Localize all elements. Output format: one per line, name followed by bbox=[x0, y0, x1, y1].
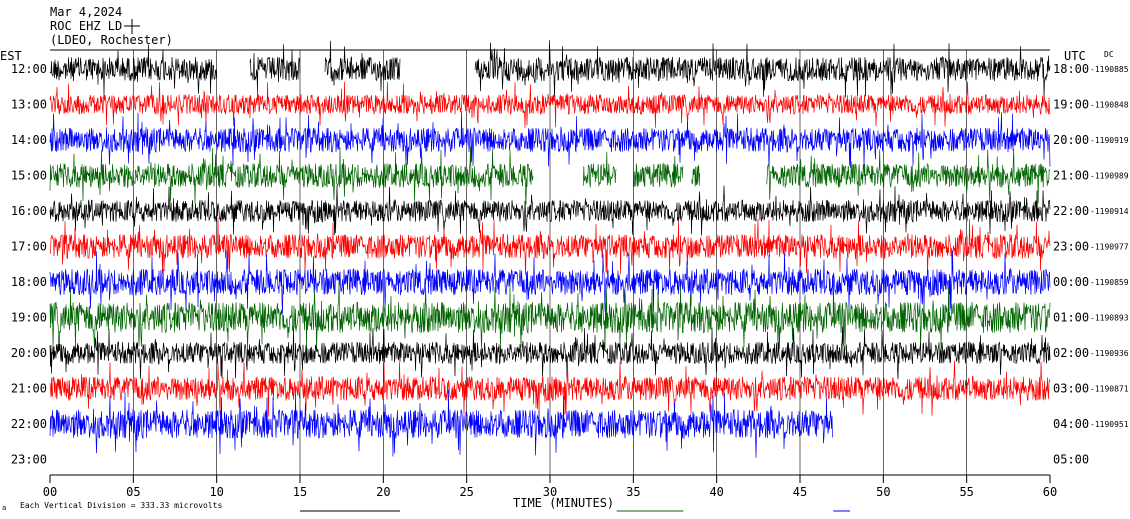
x-tick-label: 25 bbox=[459, 485, 473, 499]
est-hour-label: 14:00 bbox=[11, 133, 47, 147]
trace-12:00 bbox=[49, 44, 217, 97]
dc-offset-label: -1190989 bbox=[1090, 172, 1129, 181]
dc-offset-label: -1190914 bbox=[1090, 207, 1129, 216]
trace-15:00 bbox=[582, 151, 617, 188]
trace-15:00 bbox=[766, 149, 1051, 204]
dc-offset-label: -1190951 bbox=[1090, 420, 1129, 429]
dc-offset-label: -1190871 bbox=[1090, 385, 1129, 394]
utc-hour-label: 22:00 bbox=[1053, 204, 1089, 218]
station-label: ROC EHZ LD bbox=[50, 19, 122, 33]
x-tick-label: 20 bbox=[376, 485, 390, 499]
right-timezone-label: UTC bbox=[1064, 49, 1086, 63]
x-tick-label: 05 bbox=[126, 485, 140, 499]
x-tick-label: 40 bbox=[709, 485, 723, 499]
corner-mark: a bbox=[2, 504, 6, 512]
trace-13:00 bbox=[49, 81, 1051, 129]
dc-offset-label: -1190885 bbox=[1090, 65, 1129, 74]
est-hour-label: 16:00 bbox=[11, 204, 47, 218]
utc-hour-label: 00:00 bbox=[1053, 275, 1089, 289]
utc-hour-label: 21:00 bbox=[1053, 169, 1089, 183]
trace-15:00 bbox=[632, 155, 684, 188]
dc-label: DC bbox=[1104, 50, 1114, 59]
est-hour-label: 15:00 bbox=[11, 169, 47, 183]
est-hour-label: 13:00 bbox=[11, 98, 47, 112]
est-hour-label: 19:00 bbox=[11, 311, 47, 325]
est-hour-label: 12:00 bbox=[11, 62, 47, 76]
x-tick-label: 45 bbox=[793, 485, 807, 499]
est-hour-label: 18:00 bbox=[11, 275, 47, 289]
trace-17:00 bbox=[49, 217, 1051, 276]
trace-15:00 bbox=[49, 146, 534, 205]
est-hour-label: 20:00 bbox=[11, 346, 47, 360]
utc-hour-label: 20:00 bbox=[1053, 133, 1089, 147]
utc-hour-label: 04:00 bbox=[1053, 417, 1089, 431]
left-timezone-label: EST bbox=[0, 49, 22, 63]
scale-note: Each Vertical Division = 333.33 microvol… bbox=[20, 501, 222, 510]
trace-12:00 bbox=[249, 44, 301, 92]
trace-14:00 bbox=[49, 110, 1051, 169]
trace-18:00 bbox=[49, 250, 1051, 314]
x-tick-label: 60 bbox=[1043, 485, 1057, 499]
seismic-traces bbox=[49, 40, 1051, 458]
utc-hour-label: 19:00 bbox=[1053, 98, 1089, 112]
est-hour-label: 23:00 bbox=[11, 453, 47, 467]
network-label: (LDEO, Rochester) bbox=[50, 33, 173, 47]
utc-hour-label: 18:00 bbox=[1053, 62, 1089, 76]
x-axis-title: TIME (MINUTES) bbox=[513, 496, 614, 510]
date-label: Mar 4,2024 bbox=[50, 5, 122, 19]
est-hour-label: 22:00 bbox=[11, 417, 47, 431]
utc-hour-label: 03:00 bbox=[1053, 382, 1089, 396]
dc-offset-label: -1190859 bbox=[1090, 278, 1129, 287]
utc-hour-label: 02:00 bbox=[1053, 346, 1089, 360]
trace-16:00 bbox=[49, 185, 1051, 236]
trace-12:00 bbox=[324, 40, 401, 92]
dc-offset-label: -1190977 bbox=[1090, 243, 1129, 252]
utc-hour-label: 05:00 bbox=[1053, 453, 1089, 467]
est-hour-label: 17:00 bbox=[11, 240, 47, 254]
vertical-grid bbox=[133, 50, 967, 475]
x-tick-label: 50 bbox=[876, 485, 890, 499]
x-tick-label: 30 bbox=[543, 485, 557, 499]
trace-20:00 bbox=[49, 326, 1051, 380]
trace-22:00 bbox=[49, 389, 834, 458]
est-hour-label: 21:00 bbox=[11, 382, 47, 396]
station-cross-icon bbox=[124, 19, 140, 34]
trace-21:00 bbox=[49, 359, 1051, 417]
dc-offset-label: -1190848 bbox=[1090, 101, 1129, 110]
x-tick-label: 15 bbox=[293, 485, 307, 499]
dc-offset-label: -1190936 bbox=[1090, 349, 1129, 358]
trace-15:00 bbox=[691, 165, 701, 187]
trace-19:00 bbox=[49, 280, 1051, 353]
utc-hour-label: 01:00 bbox=[1053, 311, 1089, 325]
x-tick-label: 00 bbox=[43, 485, 57, 499]
dc-offset-label: -1190919 bbox=[1090, 136, 1129, 145]
x-axis-ticks: 00 05 10 15 20 25 30 35 40 45 50 55 60 bbox=[43, 475, 1057, 499]
trace-12:00 bbox=[474, 40, 1051, 98]
x-tick-label: 10 bbox=[209, 485, 223, 499]
dc-offset-label: -1190893 bbox=[1090, 314, 1129, 323]
x-tick-label: 35 bbox=[626, 485, 640, 499]
utc-hour-label: 23:00 bbox=[1053, 240, 1089, 254]
x-tick-label: 55 bbox=[959, 485, 973, 499]
